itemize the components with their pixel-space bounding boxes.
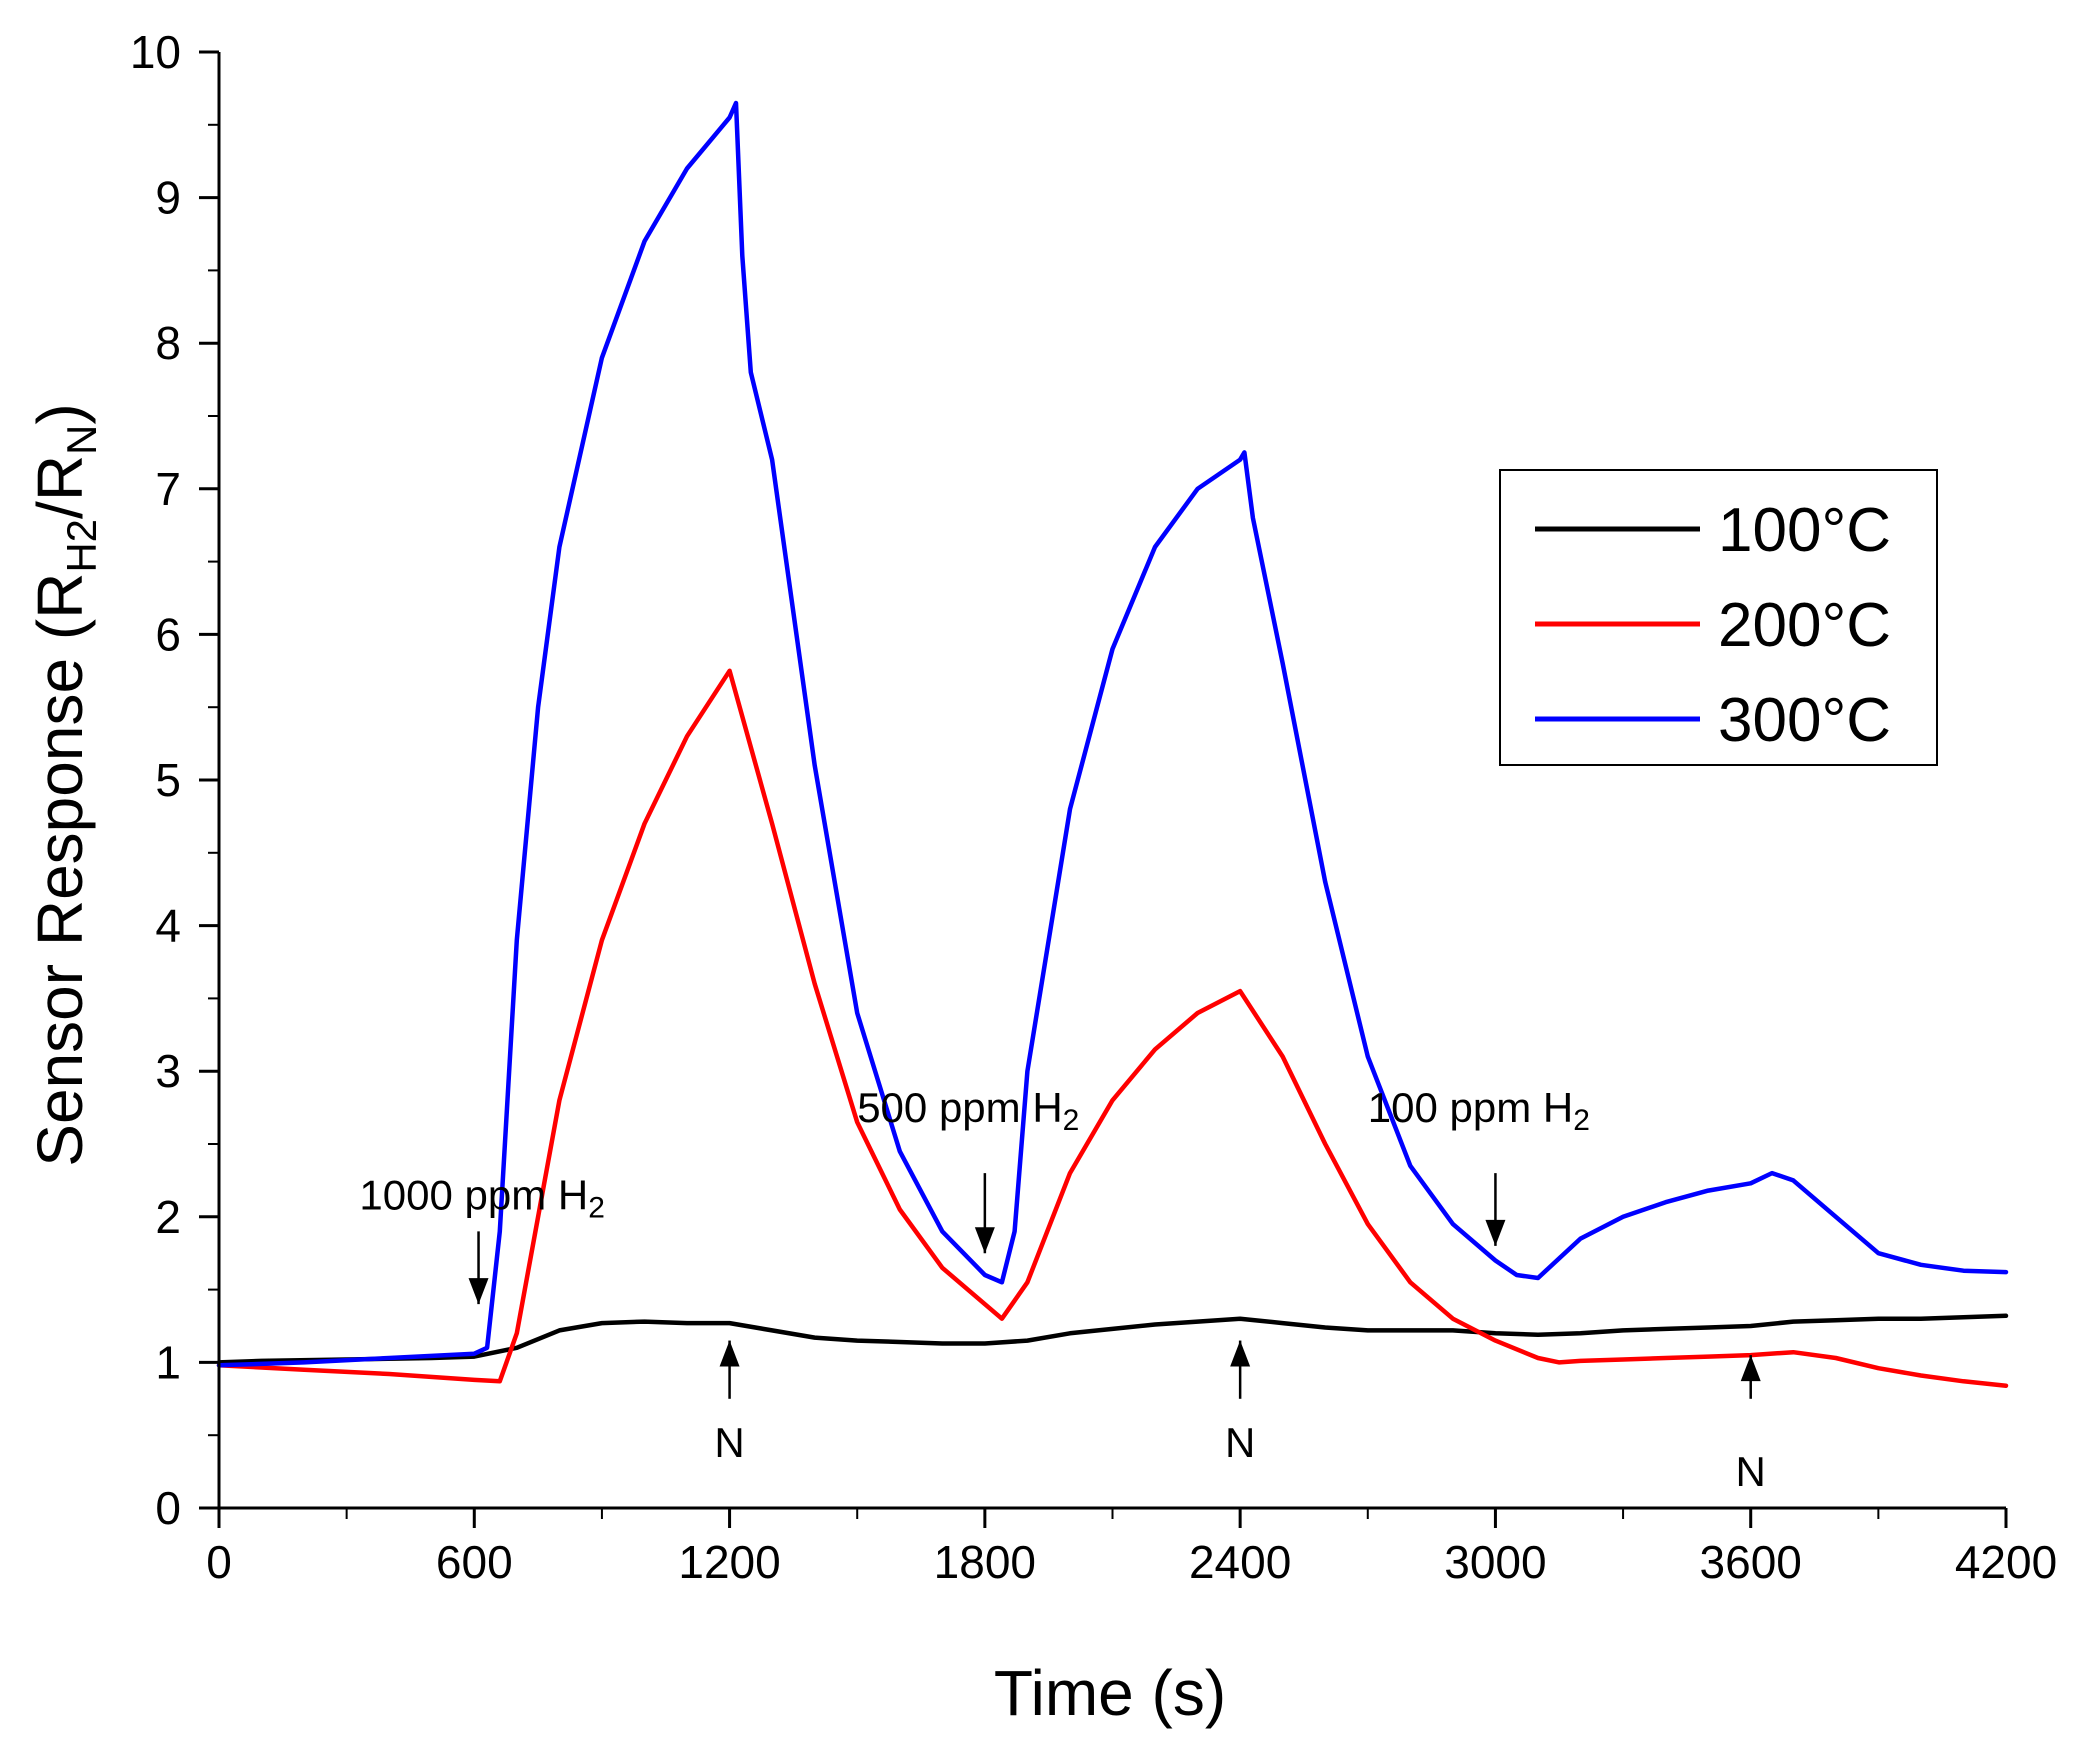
series-line-1 bbox=[216, 1313, 2009, 1365]
legend-entry-label: 200°C bbox=[1718, 591, 1891, 660]
x-tick-label: 3600 bbox=[1700, 1536, 1802, 1588]
annotation-arrow-head bbox=[719, 1340, 740, 1367]
axes-layer: 0 600 1200 1800 2400 3000 3600 4200 0 1 2 3 4 5 6 7 8 9 10 bbox=[130, 26, 2057, 1588]
annotation-arrow-head bbox=[1230, 1340, 1251, 1367]
annotation-label: N bbox=[714, 1419, 744, 1466]
annotation-label: 500 ppm H2 bbox=[857, 1084, 1079, 1137]
y-axis-title: Sensor Response (RH2/RN) bbox=[24, 403, 105, 1166]
y-tick-label: 5 bbox=[155, 754, 181, 806]
y-tick-label: 1 bbox=[155, 1336, 181, 1388]
y-tick-label: 10 bbox=[130, 26, 181, 78]
annotation-layer: 1000 ppm H2 500 ppm H2 100 ppm H2 N N N bbox=[359, 1084, 1765, 1495]
x-tick-label: 600 bbox=[436, 1536, 513, 1588]
series-line-3 bbox=[216, 100, 2009, 1368]
x-tick-label: 4200 bbox=[1955, 1536, 2057, 1588]
annotation-label: N bbox=[1225, 1419, 1255, 1466]
annotation-label: 1000 ppm H2 bbox=[359, 1172, 604, 1225]
y-tick-label: 2 bbox=[155, 1191, 181, 1243]
x-tick-label: 0 bbox=[206, 1536, 232, 1588]
y-tick-label: 4 bbox=[155, 900, 181, 952]
y-tick-label: 9 bbox=[155, 172, 181, 224]
legend-box bbox=[1499, 469, 1938, 766]
annotation-arrow-head bbox=[1485, 1219, 1506, 1246]
annotation-arrow-head bbox=[468, 1278, 489, 1305]
annotation-label: N bbox=[1736, 1448, 1766, 1495]
legend-entry-label: 100°C bbox=[1718, 496, 1891, 565]
annotation-arrow-head bbox=[1740, 1355, 1761, 1382]
x-tick-label: 1800 bbox=[934, 1536, 1036, 1588]
x-axis-title: Time (s) bbox=[994, 1657, 1226, 1729]
x-tick-label: 3000 bbox=[1444, 1536, 1546, 1588]
y-tick-label: 7 bbox=[155, 463, 181, 515]
legend-entry-label: 300°C bbox=[1718, 686, 1891, 755]
y-tick-label: 3 bbox=[155, 1045, 181, 1097]
annotation-label: 100 ppm H2 bbox=[1368, 1084, 1590, 1137]
series-line-2 bbox=[216, 668, 2009, 1388]
x-tick-label: 1200 bbox=[678, 1536, 780, 1588]
y-tick-label: 6 bbox=[155, 608, 181, 660]
series-layer bbox=[216, 100, 2009, 1388]
y-tick-label: 0 bbox=[155, 1482, 181, 1534]
annotation-arrow-head bbox=[974, 1227, 995, 1254]
legend: 100°C 200°C 300°C bbox=[1499, 469, 1938, 766]
y-tick-label: 8 bbox=[155, 317, 181, 369]
x-tick-label: 2400 bbox=[1189, 1536, 1291, 1588]
